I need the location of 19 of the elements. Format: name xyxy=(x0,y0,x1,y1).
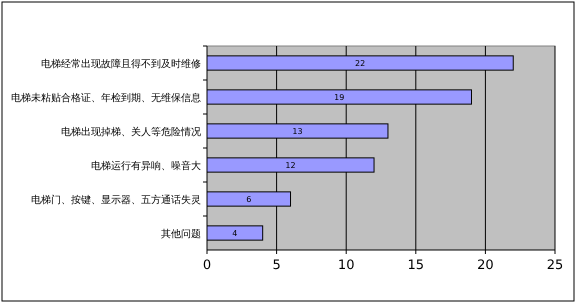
x-tick-label: 15 xyxy=(408,258,424,273)
data-label: 13 xyxy=(292,127,303,136)
y-tick-label: 电梯出现掉梯、关人等危险情况 xyxy=(61,126,201,138)
x-tick-label: 20 xyxy=(477,258,494,273)
y-tick-label: 电梯门、按键、显示器、五方通话失灵 xyxy=(31,194,201,206)
y-tick-label: 电梯未粘贴合格证、年检到期、无维保信息 xyxy=(11,92,201,104)
x-tick-label: 10 xyxy=(338,258,354,273)
bar xyxy=(206,225,264,241)
data-label: 19 xyxy=(334,93,344,102)
y-tick-label: 其他问题 xyxy=(161,228,201,240)
data-label: 6 xyxy=(246,195,252,204)
y-tick-label: 电梯运行有异响、噪音大 xyxy=(91,160,201,172)
x-tick-label: 5 xyxy=(272,258,281,273)
y-tick-label: 电梯经常出现故障且得不到及时维修 xyxy=(41,58,201,70)
data-label: 12 xyxy=(285,161,296,170)
x-tick-label: 0 xyxy=(202,258,212,273)
data-label: 4 xyxy=(232,229,238,238)
x-tick-label: 25 xyxy=(546,258,564,273)
data-label: 22 xyxy=(355,59,366,68)
